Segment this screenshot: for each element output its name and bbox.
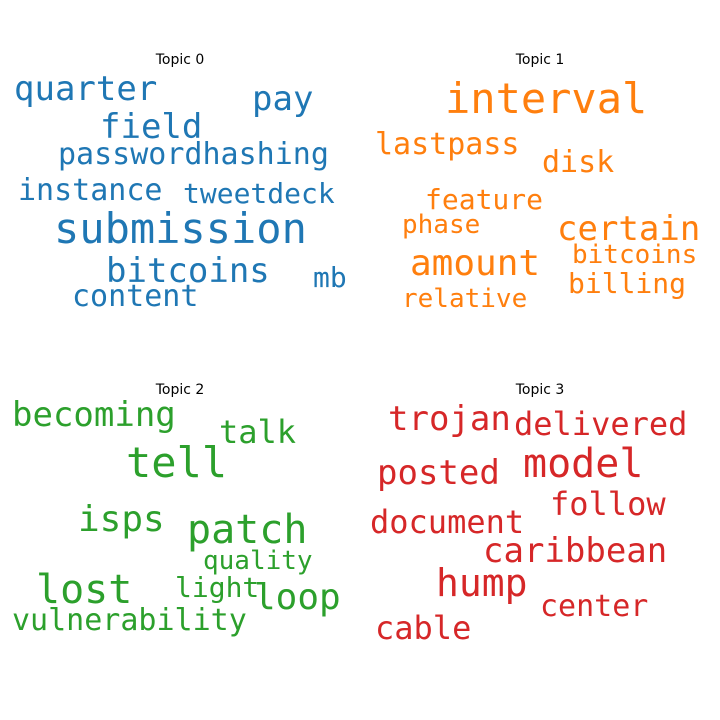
word-amount: amount — [410, 243, 541, 284]
word-bitcoins: bitcoins — [106, 251, 270, 291]
word-talk: talk — [219, 413, 297, 451]
word-posted: posted — [377, 453, 500, 493]
word-model: model — [523, 441, 644, 487]
word-interval: interval — [445, 74, 648, 123]
word-center: center — [540, 589, 649, 624]
word-light: light — [175, 571, 260, 604]
word-phase: phase — [402, 210, 481, 240]
word-feature: feature — [425, 183, 544, 216]
word-isps: isps — [78, 499, 165, 540]
word-cable: cable — [375, 609, 472, 647]
word-vulnerability: vulnerability — [12, 603, 247, 638]
word-becoming: becoming — [12, 395, 176, 435]
word-passwordhashing: passwordhashing — [58, 137, 329, 172]
topic-title: Topic 1 — [515, 52, 565, 68]
word-hump: hump — [436, 561, 528, 605]
word-lost: lost — [36, 567, 133, 613]
word-tweetdeck: tweetdeck — [183, 177, 335, 210]
word-document: document — [370, 503, 525, 541]
word-mb: mb — [313, 261, 347, 294]
topic-title: Topic 3 — [515, 382, 565, 398]
topic-title: Topic 0 — [155, 52, 205, 68]
word-follow: follow — [550, 485, 666, 523]
word-tell: tell — [126, 438, 228, 487]
word-relative: relative — [402, 284, 528, 314]
word-submission: submission — [54, 204, 307, 253]
topic-2-panel: Topic 2 becoming talk tell isps patch qu… — [0, 330, 360, 690]
word-loop: loop — [254, 577, 341, 618]
word-field: field — [100, 107, 203, 147]
topic-3-panel: Topic 3 trojan delivered model posted fo… — [360, 330, 720, 690]
word-disk: disk — [542, 145, 615, 180]
word-bitcoins: bitcoins — [572, 240, 698, 270]
word-certain: certain — [557, 209, 701, 249]
topic-0-panel: Topic 0 quarter pay field passwordhashin… — [0, 0, 360, 360]
word-trojan: trojan — [388, 399, 511, 439]
word-patch: patch — [187, 507, 308, 553]
word-caribbean: caribbean — [483, 531, 668, 571]
word-quality: quality — [203, 546, 313, 576]
topic-title: Topic 2 — [155, 382, 205, 398]
word-billing: billing — [568, 267, 687, 300]
word-lastpass: lastpass — [375, 127, 520, 162]
word-pay: pay — [252, 79, 314, 119]
word-quarter: quarter — [14, 69, 158, 109]
topic-1-panel: Topic 1 interval lastpass disk feature p… — [360, 0, 720, 360]
word-content: content — [72, 279, 199, 314]
word-delivered: delivered — [514, 405, 688, 443]
word-instance: instance — [18, 173, 163, 208]
